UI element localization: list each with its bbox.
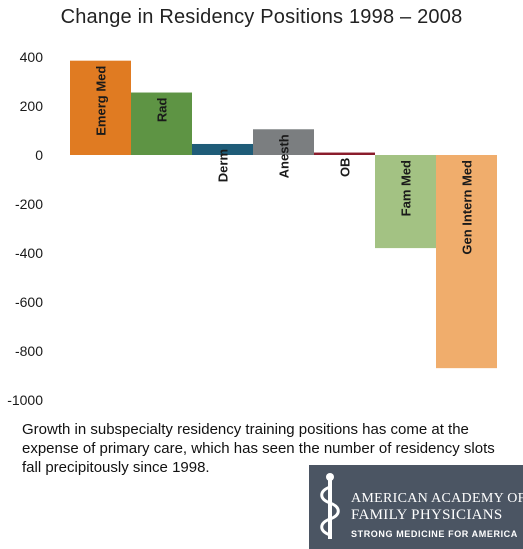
- y-tick-label: -600: [15, 294, 43, 310]
- aafp-logo: AMERICAN ACADEMY OF FAMILY PHYSICIANS ST…: [309, 465, 523, 549]
- chart-title: Change in Residency Positions 1998 – 200…: [60, 6, 463, 28]
- bar-anesth: [253, 129, 314, 155]
- logo-tagline: STRONG MEDICINE FOR AMERICA: [351, 529, 518, 539]
- logo-line-2: FAMILY PHYSICIANS: [351, 507, 503, 523]
- bar-label: OB: [338, 158, 353, 178]
- caduceus-icon: [320, 473, 340, 539]
- bar-label: Emerg Med: [94, 66, 109, 136]
- bar-label: Rad: [155, 97, 170, 122]
- bar-derm: [192, 143, 253, 155]
- y-tick-label: -1000: [7, 392, 43, 408]
- y-tick-label: 0: [35, 147, 43, 163]
- bar-emerg-med: [70, 60, 131, 155]
- y-tick-label: -400: [15, 245, 43, 261]
- bar-label: Gen Intern Med: [460, 160, 475, 255]
- bar-gen-intern-med: [436, 155, 497, 369]
- bar-rad: [131, 92, 192, 155]
- y-tick-label: -800: [15, 343, 43, 359]
- bar-label: Derm: [216, 149, 231, 182]
- logo-line-1: AMERICAN ACADEMY OF: [351, 491, 523, 506]
- y-tick-label: 400: [20, 49, 44, 65]
- bar-chart: 400 200 0 -200 -400 -600 -800 -1000 Emerg Med Ra…: [7, 49, 497, 408]
- bar-fam-med: [375, 155, 436, 249]
- y-tick-label: -200: [15, 196, 43, 212]
- bars: [70, 60, 497, 369]
- y-axis: 400 200 0 -200 -400 -600 -800 -1000: [7, 49, 43, 408]
- bar-ob: [314, 152, 375, 155]
- bar-label: Anesth: [277, 134, 292, 178]
- caption: Growth in subspecialty residency trainin…: [22, 421, 495, 476]
- y-tick-label: 200: [20, 98, 44, 114]
- bar-label: Fam Med: [399, 160, 414, 216]
- bar-labels: Emerg Med Rad Derm Anesth OB Fam Med Gen Inter…: [94, 66, 475, 255]
